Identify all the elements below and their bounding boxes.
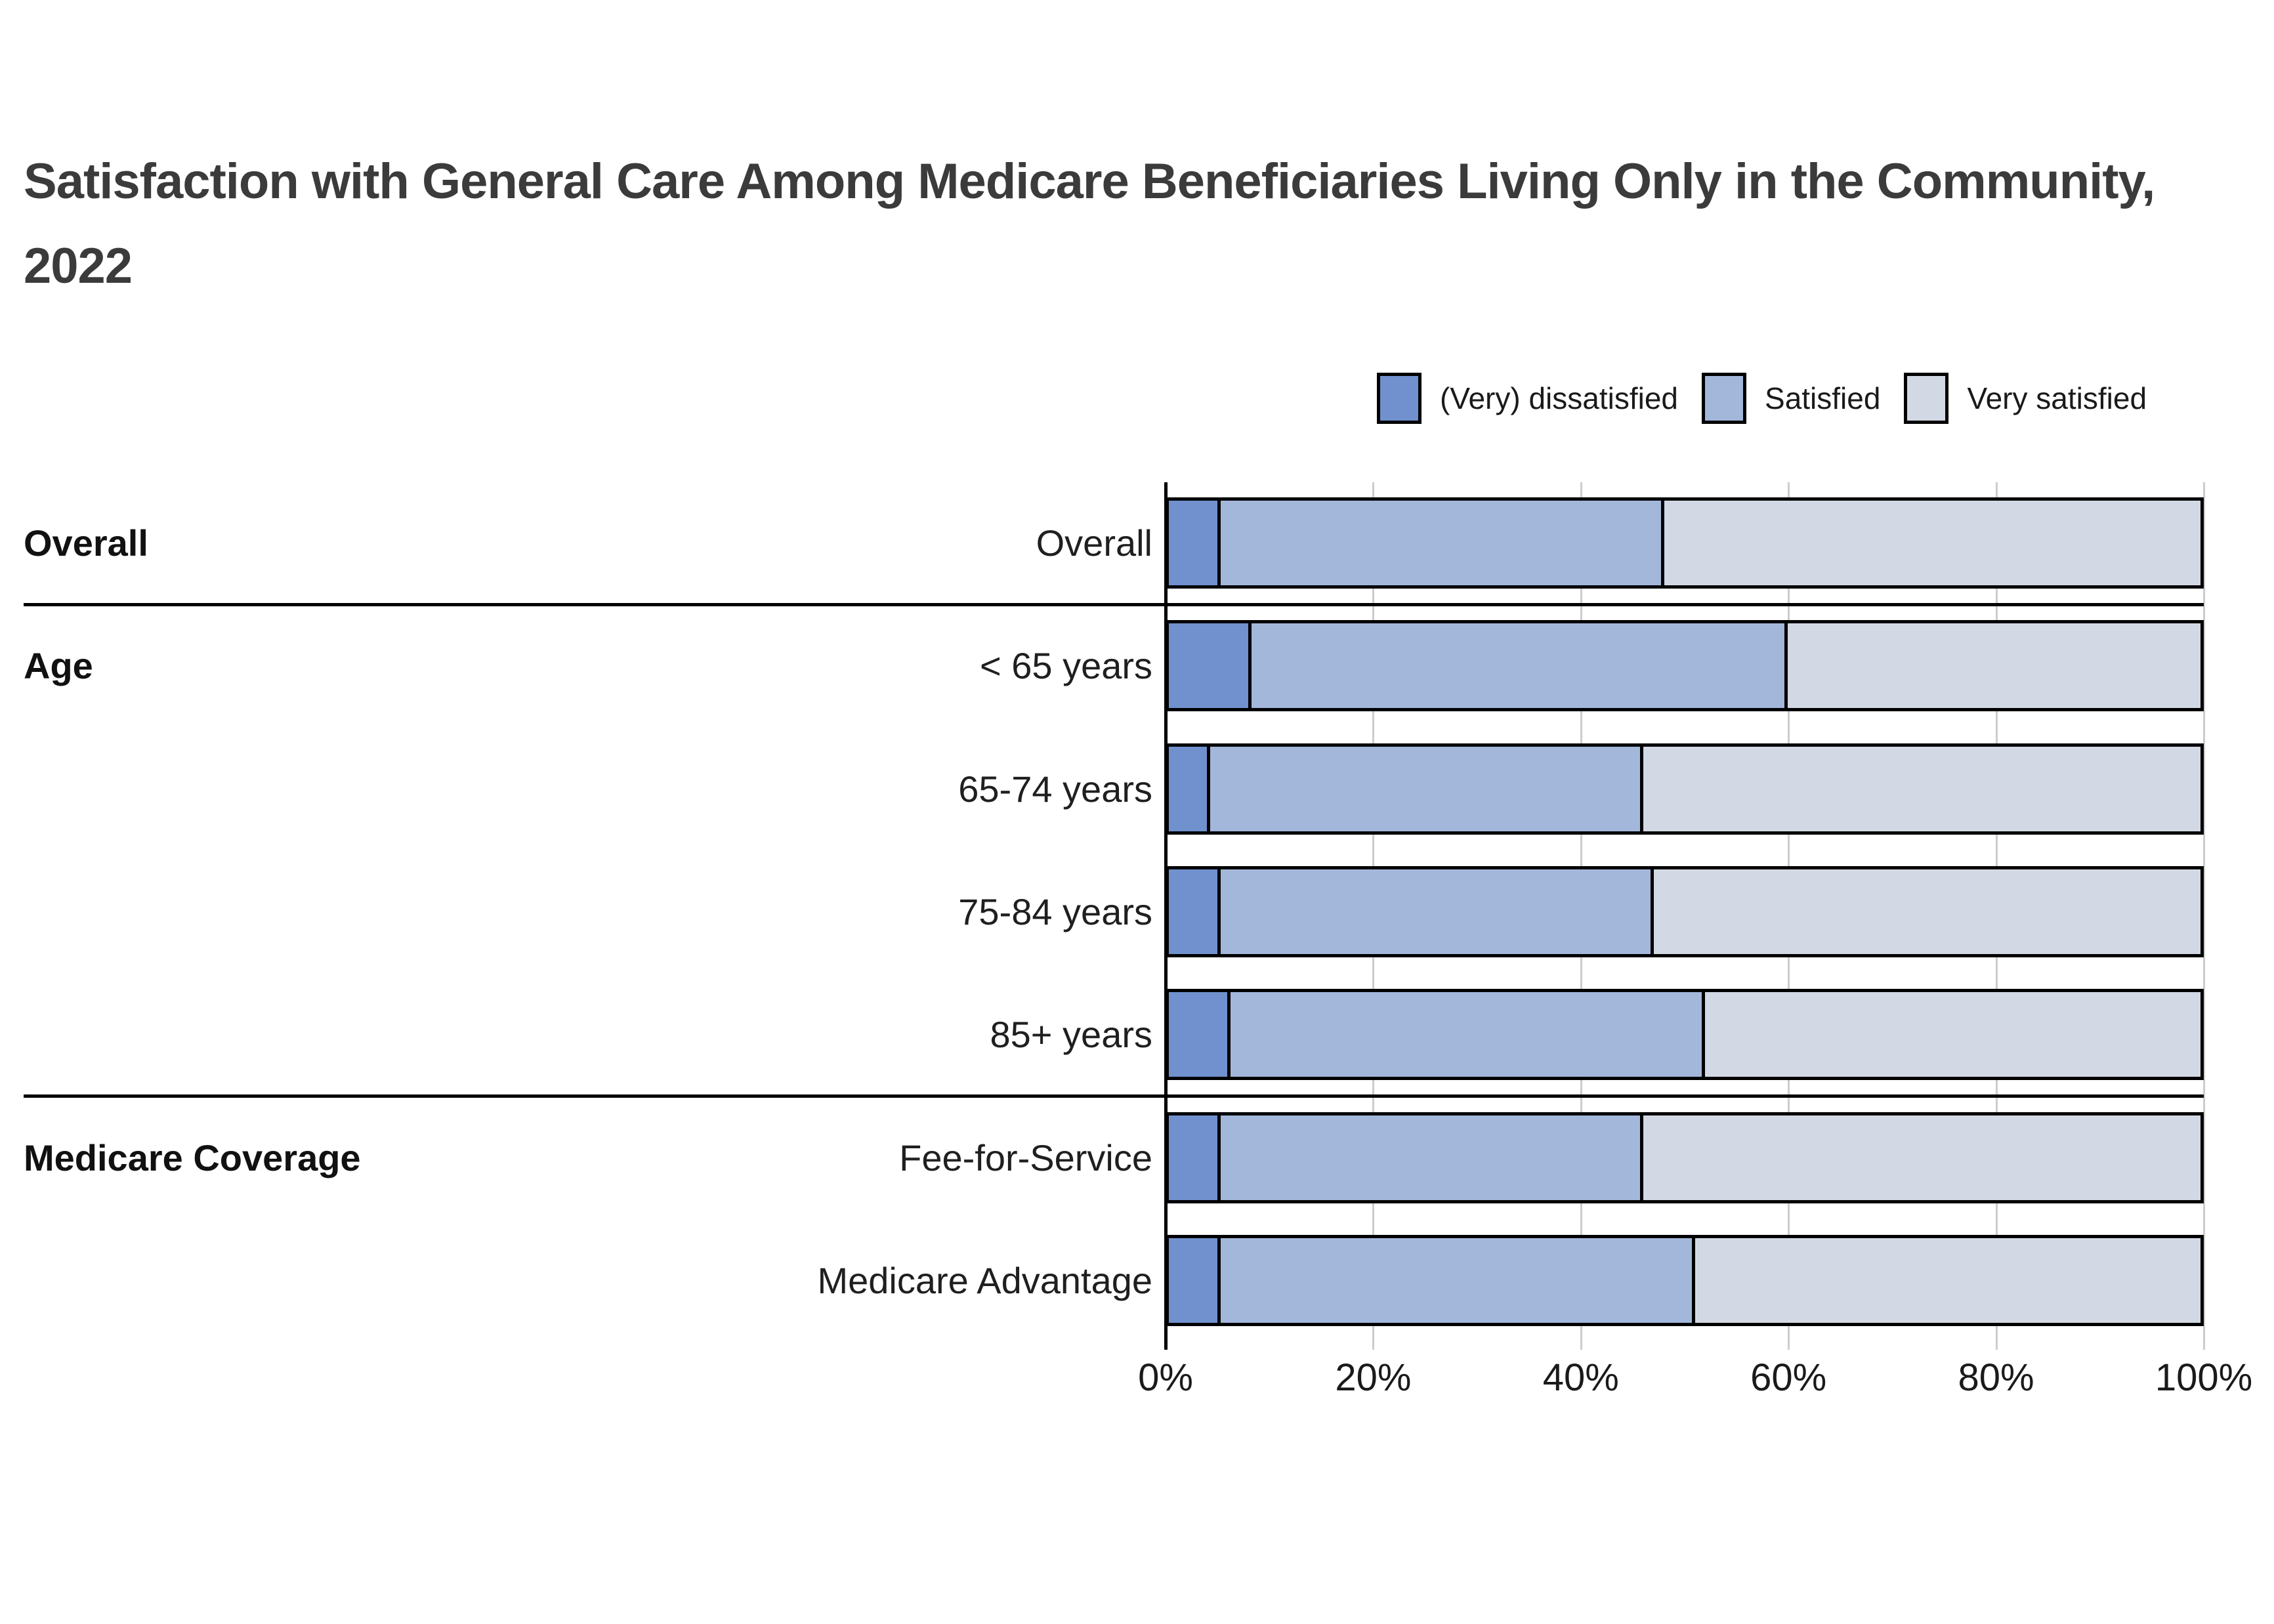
legend-label: (Very) dissatisfied — [1440, 381, 1679, 415]
row-label: < 65 years — [979, 645, 1152, 687]
group-label: Overall — [24, 522, 148, 564]
section-separator-line — [24, 603, 2204, 606]
bar-segment-dissatisfied — [1169, 623, 1252, 709]
bar-row — [1166, 989, 2204, 1081]
bar-row — [1166, 1234, 2204, 1326]
legend: (Very) dissatisfied Satisfied Very satisfi… — [1377, 373, 2147, 424]
bar-segment-dissatisfied — [1169, 992, 1231, 1077]
legend-label: Satisfied — [1765, 381, 1881, 415]
bar-segment-dissatisfied — [1169, 1238, 1221, 1323]
legend-item: (Very) dissatisfied — [1377, 373, 1678, 424]
x-axis-tick-label: 60% — [1750, 1356, 1827, 1399]
bar-segment-satisfied — [1220, 501, 1664, 585]
x-axis-tick-label: 100% — [2155, 1356, 2253, 1399]
bar-row — [1166, 497, 2204, 589]
bar-segment-very-satisfied — [1664, 501, 2200, 585]
x-axis-tick-label: 40% — [1542, 1356, 1619, 1399]
legend-item: Satisfied — [1702, 373, 1880, 424]
legend-item: Very satisfied — [1904, 373, 2147, 424]
bar-segment-satisfied — [1220, 1238, 1695, 1323]
bar-segment-very-satisfied — [1653, 869, 2200, 954]
bar-segment-very-satisfied — [1643, 746, 2200, 831]
row-label: Fee-for-Service — [899, 1136, 1152, 1178]
section-separator-line — [24, 1094, 2204, 1098]
bar-row — [1166, 620, 2204, 712]
bar-segment-very-satisfied — [1643, 1115, 2200, 1200]
bar-segment-dissatisfied — [1169, 869, 1221, 954]
bar-row — [1166, 743, 2204, 835]
bar-segment-satisfied — [1220, 869, 1654, 954]
bar-row — [1166, 865, 2204, 957]
bar-segment-satisfied — [1210, 746, 1644, 831]
gridline — [2203, 482, 2205, 1350]
row-label: 85+ years — [990, 1014, 1153, 1056]
bar-segment-dissatisfied — [1169, 501, 1221, 585]
group-label: Medicare Coverage — [24, 1136, 361, 1178]
bar-segment-dissatisfied — [1169, 746, 1210, 831]
bar-segment-satisfied — [1220, 1115, 1644, 1200]
bar-segment-very-satisfied — [1788, 623, 2200, 709]
legend-swatch-icon — [1377, 373, 1421, 424]
row-label: Overall — [1036, 522, 1152, 564]
row-label: 75-84 years — [958, 890, 1152, 932]
x-axis-tick-label: 20% — [1335, 1356, 1412, 1399]
row-label: 65-74 years — [958, 768, 1152, 810]
bar-segment-satisfied — [1231, 992, 1706, 1077]
bar-segment-dissatisfied — [1169, 1115, 1221, 1200]
legend-swatch-icon — [1702, 373, 1747, 424]
x-axis-tick-label: 0% — [1138, 1356, 1193, 1399]
chart-title: Satisfaction with General Care Among Med… — [24, 154, 2155, 295]
legend-swatch-icon — [1904, 373, 1949, 424]
bar-row — [1166, 1112, 2204, 1203]
group-label: Age — [24, 645, 93, 687]
row-label: Medicare Advantage — [817, 1259, 1152, 1301]
bar-segment-satisfied — [1251, 623, 1788, 709]
x-axis-tick-label: 80% — [1958, 1356, 2034, 1399]
bar-segment-very-satisfied — [1705, 992, 2200, 1077]
legend-label: Very satisfied — [1967, 381, 2147, 415]
bar-segment-very-satisfied — [1695, 1238, 2200, 1323]
